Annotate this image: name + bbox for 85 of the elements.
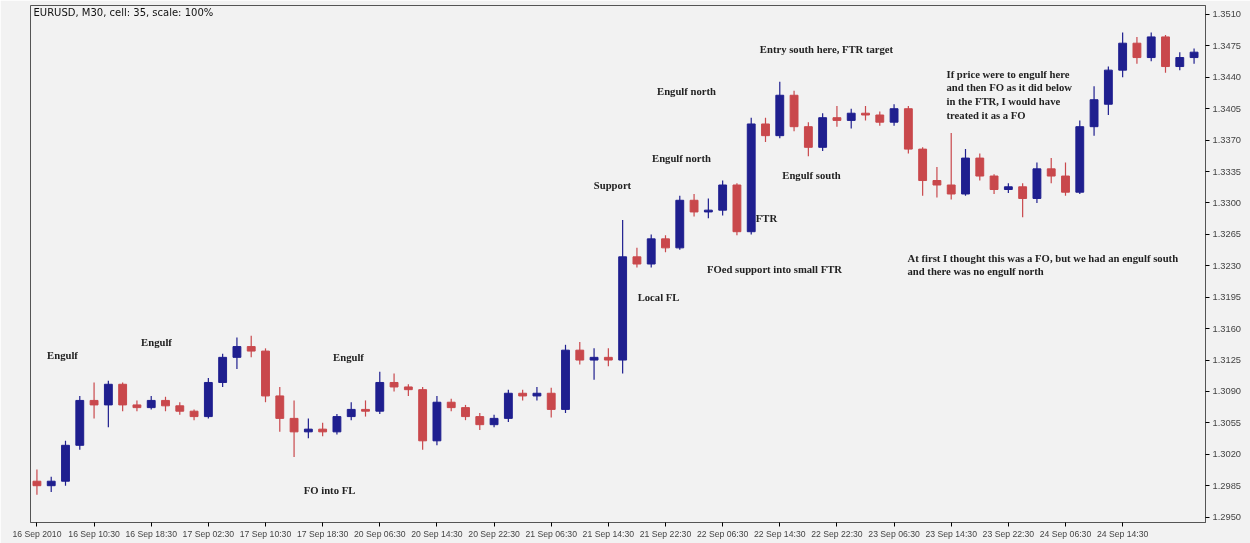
annotation: Support xyxy=(593,179,632,191)
x-tick-label: 23 Sep 06:30 xyxy=(868,528,921,539)
candlestick xyxy=(575,341,585,366)
y-tick-label: 1.3265 xyxy=(1212,229,1242,240)
y-tick-label: 1.3055 xyxy=(1212,417,1242,428)
candlestick xyxy=(989,173,999,195)
annotation: Engulf north xyxy=(657,85,717,97)
annotation: Engulf xyxy=(333,351,365,363)
y-tick-label: 1.3020 xyxy=(1212,449,1242,460)
x-tick-label: 16 Sep 2010 xyxy=(12,528,62,539)
annotation: FOed support into small FTR xyxy=(707,263,843,275)
y-tick-label: 1.2985 xyxy=(1212,480,1242,491)
x-tick-label: 16 Sep 18:30 xyxy=(125,528,178,539)
x-tick-label: 16 Sep 10:30 xyxy=(68,528,121,539)
candlestick xyxy=(589,347,599,381)
candlestick xyxy=(1146,31,1156,62)
annotation: Local FL xyxy=(637,291,680,303)
y-tick-label: 1.3440 xyxy=(1212,72,1242,83)
y-tick-label: 1.3510 xyxy=(1212,9,1242,20)
candlestick xyxy=(889,103,899,127)
candlestick xyxy=(103,380,113,428)
candlestick xyxy=(1061,161,1070,197)
x-tick-label: 17 Sep 10:30 xyxy=(239,528,292,539)
candlestick xyxy=(89,381,99,419)
candlestick xyxy=(846,108,856,130)
x-tick-label: 22 Sep 06:30 xyxy=(696,528,749,539)
candlestick xyxy=(1189,47,1199,65)
y-tick-label: 1.3090 xyxy=(1212,386,1242,397)
x-tick-label: 21 Sep 22:30 xyxy=(639,528,692,539)
candlestick xyxy=(275,386,285,433)
y-tick-label: 1.3405 xyxy=(1212,103,1242,114)
annotation: If price were to engulf here and then FO as it did below in the FTR, I would have treated it as a FO xyxy=(946,68,1073,121)
candlestick xyxy=(803,121,813,157)
candlestick xyxy=(689,193,699,218)
y-tick-label: 1.2950 xyxy=(1212,512,1242,523)
annotation: Engulf south xyxy=(782,169,841,181)
candlestick xyxy=(389,372,399,393)
candlestick xyxy=(975,153,985,182)
chart-title: EURUSD, M30, cell: 35, scale: 100% xyxy=(33,6,214,18)
candlestick xyxy=(546,387,556,419)
candlestick xyxy=(132,399,142,412)
x-tick-label: 22 Sep 14:30 xyxy=(754,528,806,539)
candlestick xyxy=(1046,157,1056,184)
annotation: Engulf north xyxy=(652,152,712,164)
candlestick xyxy=(1018,182,1028,218)
x-tick-label: 23 Sep 22:30 xyxy=(982,528,1035,539)
x-tick-label: 20 Sep 06:30 xyxy=(354,528,406,539)
annotation: At first I thought this was a FO, but we had an engulf south and there was no engulf north xyxy=(907,252,1179,278)
y-tick-label: 1.3125 xyxy=(1212,355,1242,366)
x-tick-label: 23 Sep 14:30 xyxy=(925,528,978,539)
x-tick-label: 20 Sep 14:30 xyxy=(411,528,463,539)
candlestick xyxy=(232,337,242,370)
candlestick xyxy=(932,166,942,199)
annotation: Engulf xyxy=(141,336,173,348)
x-tick-label: 21 Sep 14:30 xyxy=(582,528,635,539)
candlestick xyxy=(246,335,256,358)
x-tick-label: 17 Sep 02:30 xyxy=(182,528,235,539)
y-tick-label: 1.3370 xyxy=(1212,135,1242,146)
y-tick-label: 1.3335 xyxy=(1212,166,1242,177)
y-tick-label: 1.3160 xyxy=(1212,323,1242,334)
annotation: FO into FL xyxy=(303,484,356,496)
candlestick xyxy=(532,386,542,402)
annotation: Engulf xyxy=(47,349,79,361)
candlestick xyxy=(332,413,342,436)
candlestick xyxy=(632,247,642,269)
x-tick-label: 24 Sep 06:30 xyxy=(1039,528,1092,539)
x-tick-label: 22 Sep 22:30 xyxy=(811,528,863,539)
candlestick xyxy=(832,105,842,128)
candlestick xyxy=(118,381,128,412)
candlestick xyxy=(289,399,299,458)
x-tick-label: 24 Sep 14:30 xyxy=(1096,528,1149,539)
x-tick-label: 21 Sep 06:30 xyxy=(525,528,578,539)
y-tick-label: 1.3475 xyxy=(1212,40,1242,51)
annotation: FTR xyxy=(755,212,778,224)
x-tick-label: 20 Sep 22:30 xyxy=(468,528,521,539)
candlestick xyxy=(703,197,713,219)
candlestick xyxy=(946,132,956,200)
y-tick-label: 1.3300 xyxy=(1212,197,1242,208)
candlestick xyxy=(761,117,770,143)
y-tick-label: 1.3230 xyxy=(1212,260,1242,271)
x-tick-label: 17 Sep 18:30 xyxy=(296,528,349,539)
y-tick-label: 1.3195 xyxy=(1212,292,1242,303)
annotation: Entry south here, FTR target xyxy=(759,43,894,55)
candlestick xyxy=(32,468,42,496)
candlestick xyxy=(1132,36,1142,65)
